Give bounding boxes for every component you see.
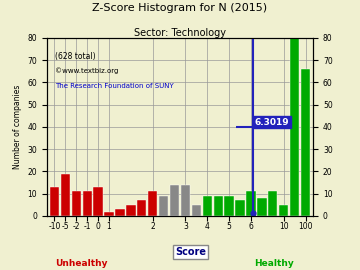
Bar — [104, 211, 114, 216]
Bar — [192, 205, 201, 216]
Text: (628 total): (628 total) — [55, 52, 95, 61]
Text: Unhealthy: Unhealthy — [55, 259, 107, 268]
Text: Z-Score Histogram for N (2015): Z-Score Histogram for N (2015) — [93, 3, 267, 13]
Title: Sector: Technology: Sector: Technology — [134, 28, 226, 38]
Bar — [159, 196, 168, 216]
Bar — [203, 196, 212, 216]
Bar — [279, 205, 288, 216]
Y-axis label: Number of companies: Number of companies — [13, 85, 22, 169]
Bar — [148, 191, 157, 216]
Bar — [257, 198, 266, 216]
Text: Healthy: Healthy — [255, 259, 294, 268]
Bar — [235, 200, 245, 216]
Bar — [72, 191, 81, 216]
Bar — [115, 209, 125, 216]
Text: ©www.textbiz.org: ©www.textbiz.org — [55, 68, 118, 75]
Bar — [126, 205, 135, 216]
Bar — [137, 200, 147, 216]
Bar — [246, 191, 256, 216]
Bar — [82, 191, 92, 216]
Text: Score: Score — [175, 247, 206, 257]
Bar — [50, 187, 59, 216]
Bar — [181, 185, 190, 216]
Text: The Research Foundation of SUNY: The Research Foundation of SUNY — [55, 83, 174, 89]
Bar — [290, 38, 299, 216]
Bar — [225, 196, 234, 216]
Text: 6.3019: 6.3019 — [255, 118, 289, 127]
Bar — [170, 185, 179, 216]
Bar — [268, 191, 278, 216]
Bar — [61, 174, 70, 216]
Bar — [301, 69, 310, 216]
Bar — [213, 196, 223, 216]
Bar — [94, 187, 103, 216]
